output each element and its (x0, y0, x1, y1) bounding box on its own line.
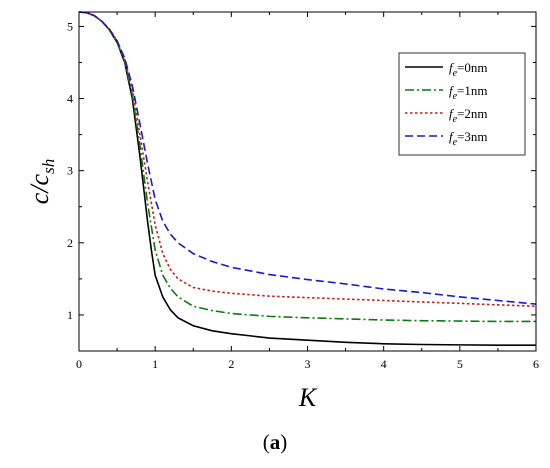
x-tick-label: 5 (457, 357, 463, 371)
x-axis-label: K (298, 383, 318, 412)
legend-rest: =2nm (457, 106, 487, 121)
y-tick-label: 1 (67, 308, 73, 322)
y-axis-label: c/csh (25, 159, 58, 204)
x-tick-label: 4 (381, 357, 387, 371)
series-layer (78, 11, 537, 347)
legend-box (398, 52, 526, 156)
x-tick-label: 3 (305, 357, 311, 371)
legend-sub: e (453, 68, 458, 79)
legend-sub: e (453, 91, 458, 102)
y-tick-label: 5 (67, 19, 73, 33)
series-line-3 (78, 11, 537, 305)
legend-label-2: fe=2nm (449, 106, 488, 125)
legend-rest: =1nm (457, 83, 487, 98)
legend-rest: =3nm (457, 129, 487, 144)
caption-letter: a (269, 430, 281, 454)
legend-var: f (449, 129, 455, 144)
y-tick-label: 3 (67, 164, 73, 178)
figure-caption: (a) (0, 430, 550, 455)
legend-var: f (449, 83, 455, 98)
caption-open-paren: ( (262, 430, 270, 454)
legend-sub: e (453, 137, 458, 148)
caption-close-paren: ) (280, 430, 288, 454)
legend-sub: e (453, 114, 458, 125)
legend-label-3: fe=3nm (449, 129, 488, 148)
legend-label-1: fe=1nm (449, 83, 488, 102)
legend-label-0: fe=0nm (449, 60, 488, 79)
legend-rest: =0nm (457, 60, 487, 75)
x-tick-label: 0 (76, 357, 82, 371)
y-axis-label-main: c/c (25, 173, 54, 204)
x-tick-label: 1 (152, 357, 158, 371)
y-tick-label: 4 (67, 92, 73, 106)
x-tick-label: 6 (533, 357, 539, 371)
y-axis-label-sub: sh (39, 159, 58, 174)
ticks-layer: 0 1 2 3 4 5 6 1 2 3 4 5 (67, 12, 539, 371)
x-tick-label: 2 (228, 357, 234, 371)
legend-var: f (449, 60, 455, 75)
y-tick-label: 2 (67, 236, 73, 250)
legend-var: f (449, 106, 455, 121)
